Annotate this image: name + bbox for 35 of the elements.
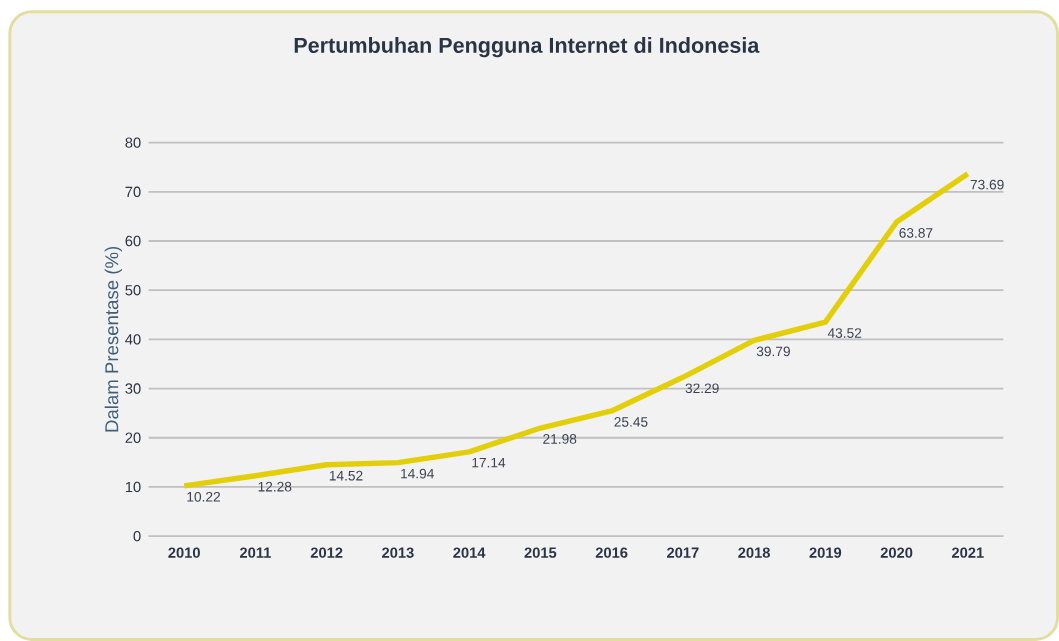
x-tick-label: 2010 xyxy=(168,547,200,558)
data-label: 17.14 xyxy=(472,457,506,468)
y-tick-label: 20 xyxy=(125,432,141,443)
data-label: 43.52 xyxy=(827,328,862,338)
y-tick-label: 70 xyxy=(125,186,141,198)
data-label: 32.29 xyxy=(685,383,719,394)
data-label: 14.94 xyxy=(401,468,434,479)
data-label: 73.69 xyxy=(970,179,1004,190)
y-tick-label: 60 xyxy=(125,235,141,247)
data-label: 14.52 xyxy=(329,470,363,481)
y-tick-label: 50 xyxy=(125,285,141,296)
x-tick-label: 2015 xyxy=(524,547,557,558)
x-tick-label: 2018 xyxy=(738,547,770,558)
x-tick-label: 2014 xyxy=(453,547,486,558)
x-tick-label: 2013 xyxy=(382,547,414,558)
x-tick-label: 2016 xyxy=(595,547,628,558)
y-tick-label: 80 xyxy=(125,137,141,148)
data-label: 21.98 xyxy=(543,434,577,444)
y-tick-label: 0 xyxy=(133,530,141,542)
y-tick-label: 40 xyxy=(125,334,141,345)
y-tick-label: 30 xyxy=(125,383,141,394)
chart-title: Pertumbuhan Pengguna Internet di Indonesia xyxy=(294,37,760,58)
x-tick-label: 2012 xyxy=(310,547,343,558)
data-label: 39.79 xyxy=(756,346,790,357)
data-label: 10.22 xyxy=(187,491,220,502)
x-tick-label: 2020 xyxy=(880,547,913,558)
data-label: 63.87 xyxy=(899,228,933,238)
y-axis-title: Dalam Presentase (%) xyxy=(104,246,123,432)
x-tick-label: 2017 xyxy=(667,547,699,558)
y-tick-label: 10 xyxy=(125,481,141,493)
x-tick-label: 2019 xyxy=(809,547,842,558)
x-tick-label: 2021 xyxy=(951,547,984,558)
data-label: 12.28 xyxy=(258,481,292,492)
x-tick-label: 2011 xyxy=(239,547,271,558)
data-label: 25.45 xyxy=(614,417,648,427)
